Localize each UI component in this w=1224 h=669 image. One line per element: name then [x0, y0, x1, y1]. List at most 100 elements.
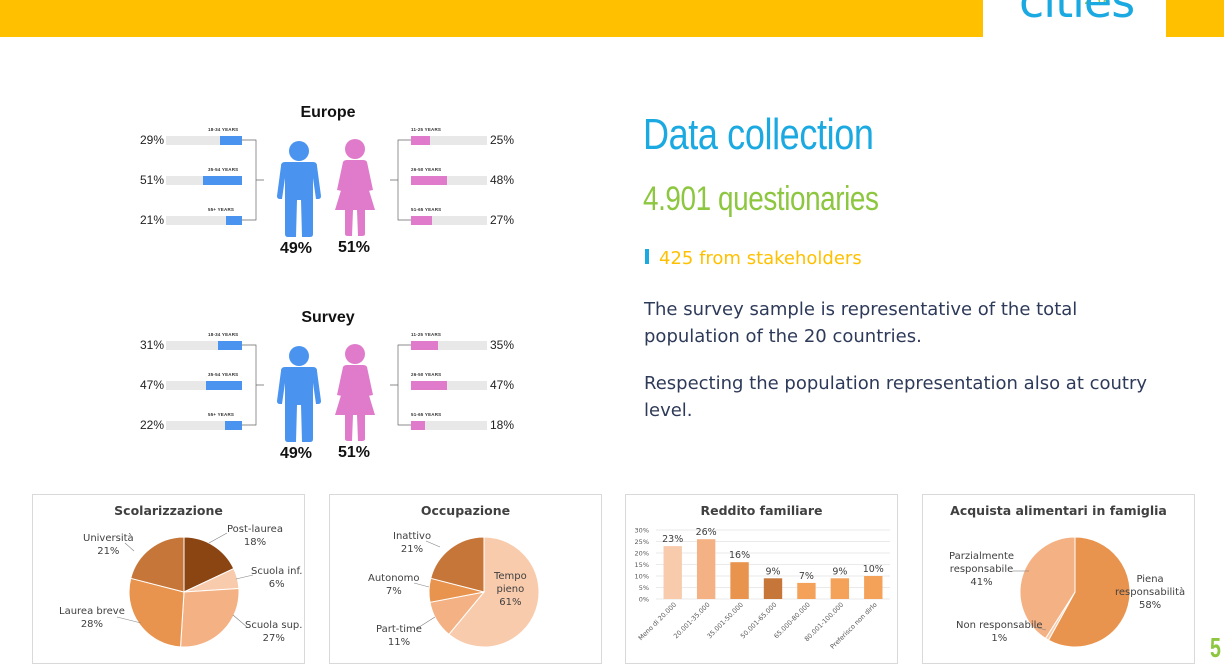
- chart-title: Occupazione: [420, 503, 511, 518]
- pie-slice: [1047, 536, 1131, 648]
- female-figure-icon: [335, 139, 375, 236]
- female-bar-fill: [411, 381, 447, 390]
- female-percent: 25%: [490, 133, 515, 147]
- male-bar-track: [166, 216, 242, 225]
- page-number: 5: [1210, 632, 1221, 663]
- chart-occupazione: Occupazione Tempo pieno 61% Part-time 11% Aut…: [329, 494, 602, 664]
- pie-data-label: Università 21%: [83, 533, 134, 557]
- bar: [763, 578, 783, 599]
- female-age-tag: 26-50 YEARS: [411, 372, 442, 377]
- bar: [663, 546, 682, 599]
- logo-text: cities: [1019, 0, 1135, 28]
- chart-title: Scolarizzazione: [114, 503, 223, 518]
- female-percent: 47%: [490, 378, 515, 392]
- male-bar-track: [166, 136, 242, 145]
- male-total-percent: 49%: [280, 445, 313, 462]
- female-total-percent: 51%: [338, 444, 371, 461]
- female-age-tag: 11-25 YEARS: [411, 127, 442, 132]
- pie-slice: [180, 588, 240, 648]
- bar-data-label: 9%: [765, 566, 780, 577]
- male-percent: 47%: [140, 378, 165, 392]
- female-bar-fill: [411, 421, 425, 430]
- female-bar-track: [411, 421, 487, 430]
- male-bar-track: [166, 341, 242, 350]
- demographics-survey: Survey 31% 18-34 YEARS 47% 35-54 YEARS 22% 55+…: [130, 309, 530, 469]
- y-tick-label: 0%: [639, 596, 649, 604]
- demo-title: Europe: [300, 104, 356, 121]
- male-bar-fill: [220, 136, 242, 145]
- page-subtitle: 4.901 questionaries: [643, 180, 879, 218]
- stakeholder-text: 425 from stakeholders: [659, 248, 862, 269]
- age-bracket-lines: [242, 344, 411, 426]
- male-percent: 51%: [140, 173, 165, 187]
- male-percent: 31%: [140, 338, 165, 352]
- pie-data-label: Laurea breve 28%: [59, 606, 125, 630]
- female-percent: 18%: [490, 418, 515, 432]
- paragraph-country-level: Respecting the population representation…: [644, 373, 1148, 421]
- pie-chart-svg: [413, 536, 540, 648]
- bar: [830, 578, 850, 599]
- bar-data-label: 10%: [863, 564, 884, 575]
- pie-slice: [430, 536, 485, 593]
- pie-data-label: Tempo pieno 61%: [494, 571, 527, 608]
- male-bar-track: [166, 421, 242, 430]
- female-age-tag: 26-50 YEARS: [411, 167, 442, 172]
- female-percent: 35%: [490, 338, 515, 352]
- bar-data-label: 26%: [696, 527, 717, 538]
- logo-superscript: 2 0: [1084, 0, 1107, 8]
- female-bar-track: [411, 341, 487, 350]
- male-percent: 21%: [140, 213, 165, 227]
- demographics-europe: Europe 29% 18-34 YEARS 51% 35-54 YEARS 21% 55+…: [130, 104, 530, 264]
- female-total-percent: 51%: [338, 239, 371, 256]
- female-age-tag: 51-65 YEARS: [411, 412, 442, 417]
- pie-slice: [128, 577, 185, 648]
- y-tick-label: 25%: [635, 538, 649, 546]
- male-total-percent: 49%: [280, 240, 313, 257]
- pie-chart-svg: [116, 532, 254, 648]
- pie-data-label: Parzialmente responsabile 41%: [949, 551, 1015, 588]
- demo-title: Survey: [301, 309, 355, 326]
- bar-data-label: 16%: [729, 550, 750, 561]
- pie-slice: [448, 536, 540, 648]
- age-bracket-lines: [242, 139, 411, 221]
- x-tick-label: Meno di 20.000: [637, 601, 678, 642]
- male-age-tag: 18-34 YEARS: [208, 127, 239, 132]
- pie-data-label: Scuola inf. 6%: [251, 566, 303, 590]
- female-age-tag: 51-65 YEARS: [411, 207, 442, 212]
- male-figure-icon: [277, 141, 321, 237]
- female-bar-fill: [411, 176, 447, 185]
- y-tick-label: 20%: [635, 550, 649, 558]
- pie-data-label: Post-laurea 18%: [227, 524, 283, 548]
- y-tick-label: 5%: [639, 584, 649, 592]
- bar: [696, 539, 716, 599]
- female-bar-fill: [411, 341, 438, 350]
- pie-slice: [1019, 536, 1076, 640]
- male-figure-icon: [277, 346, 321, 442]
- bar: [864, 576, 883, 599]
- bar-data-label: 9%: [832, 566, 847, 577]
- chart-title: Acquista alimentari in famiglia: [950, 503, 1167, 518]
- male-bar-track: [166, 381, 242, 390]
- page-title: Data collection: [643, 110, 874, 159]
- chart-scolarizzazione: Scolarizzazione Post-laurea 18% Scuola inf…: [32, 494, 305, 664]
- y-tick-label: 15%: [635, 561, 649, 569]
- stakeholder-marker: [645, 249, 649, 264]
- male-age-tag: 35-54 YEARS: [208, 167, 239, 172]
- bar-data-label: 23%: [662, 534, 683, 545]
- female-percent: 48%: [490, 173, 515, 187]
- pie-data-label: Autonomo 7%: [368, 573, 420, 597]
- male-percent: 22%: [140, 418, 165, 432]
- pie-data-label: Scuola sup. 27%: [245, 620, 303, 644]
- male-age-tag: 55+ YEARS: [208, 412, 235, 417]
- male-age-tag: 55+ YEARS: [208, 207, 235, 212]
- female-age-tag: 11-25 YEARS: [411, 332, 442, 337]
- male-percent: 29%: [140, 133, 165, 147]
- female-percent: 27%: [490, 213, 515, 227]
- chart-acquista-alimentari: Acquista alimentari in famiglia Piena res…: [922, 494, 1195, 664]
- bar-chart-svg: 0%5%10%15%20%25%30%23%Meno di 20.00026%2…: [635, 527, 890, 651]
- pie-data-label: Inattivo 21%: [393, 531, 432, 555]
- female-bar-fill: [411, 216, 432, 225]
- female-bar-track: [411, 381, 487, 390]
- pie-data-label: Non responsabile 1%: [956, 620, 1043, 644]
- male-bar-fill: [226, 216, 242, 225]
